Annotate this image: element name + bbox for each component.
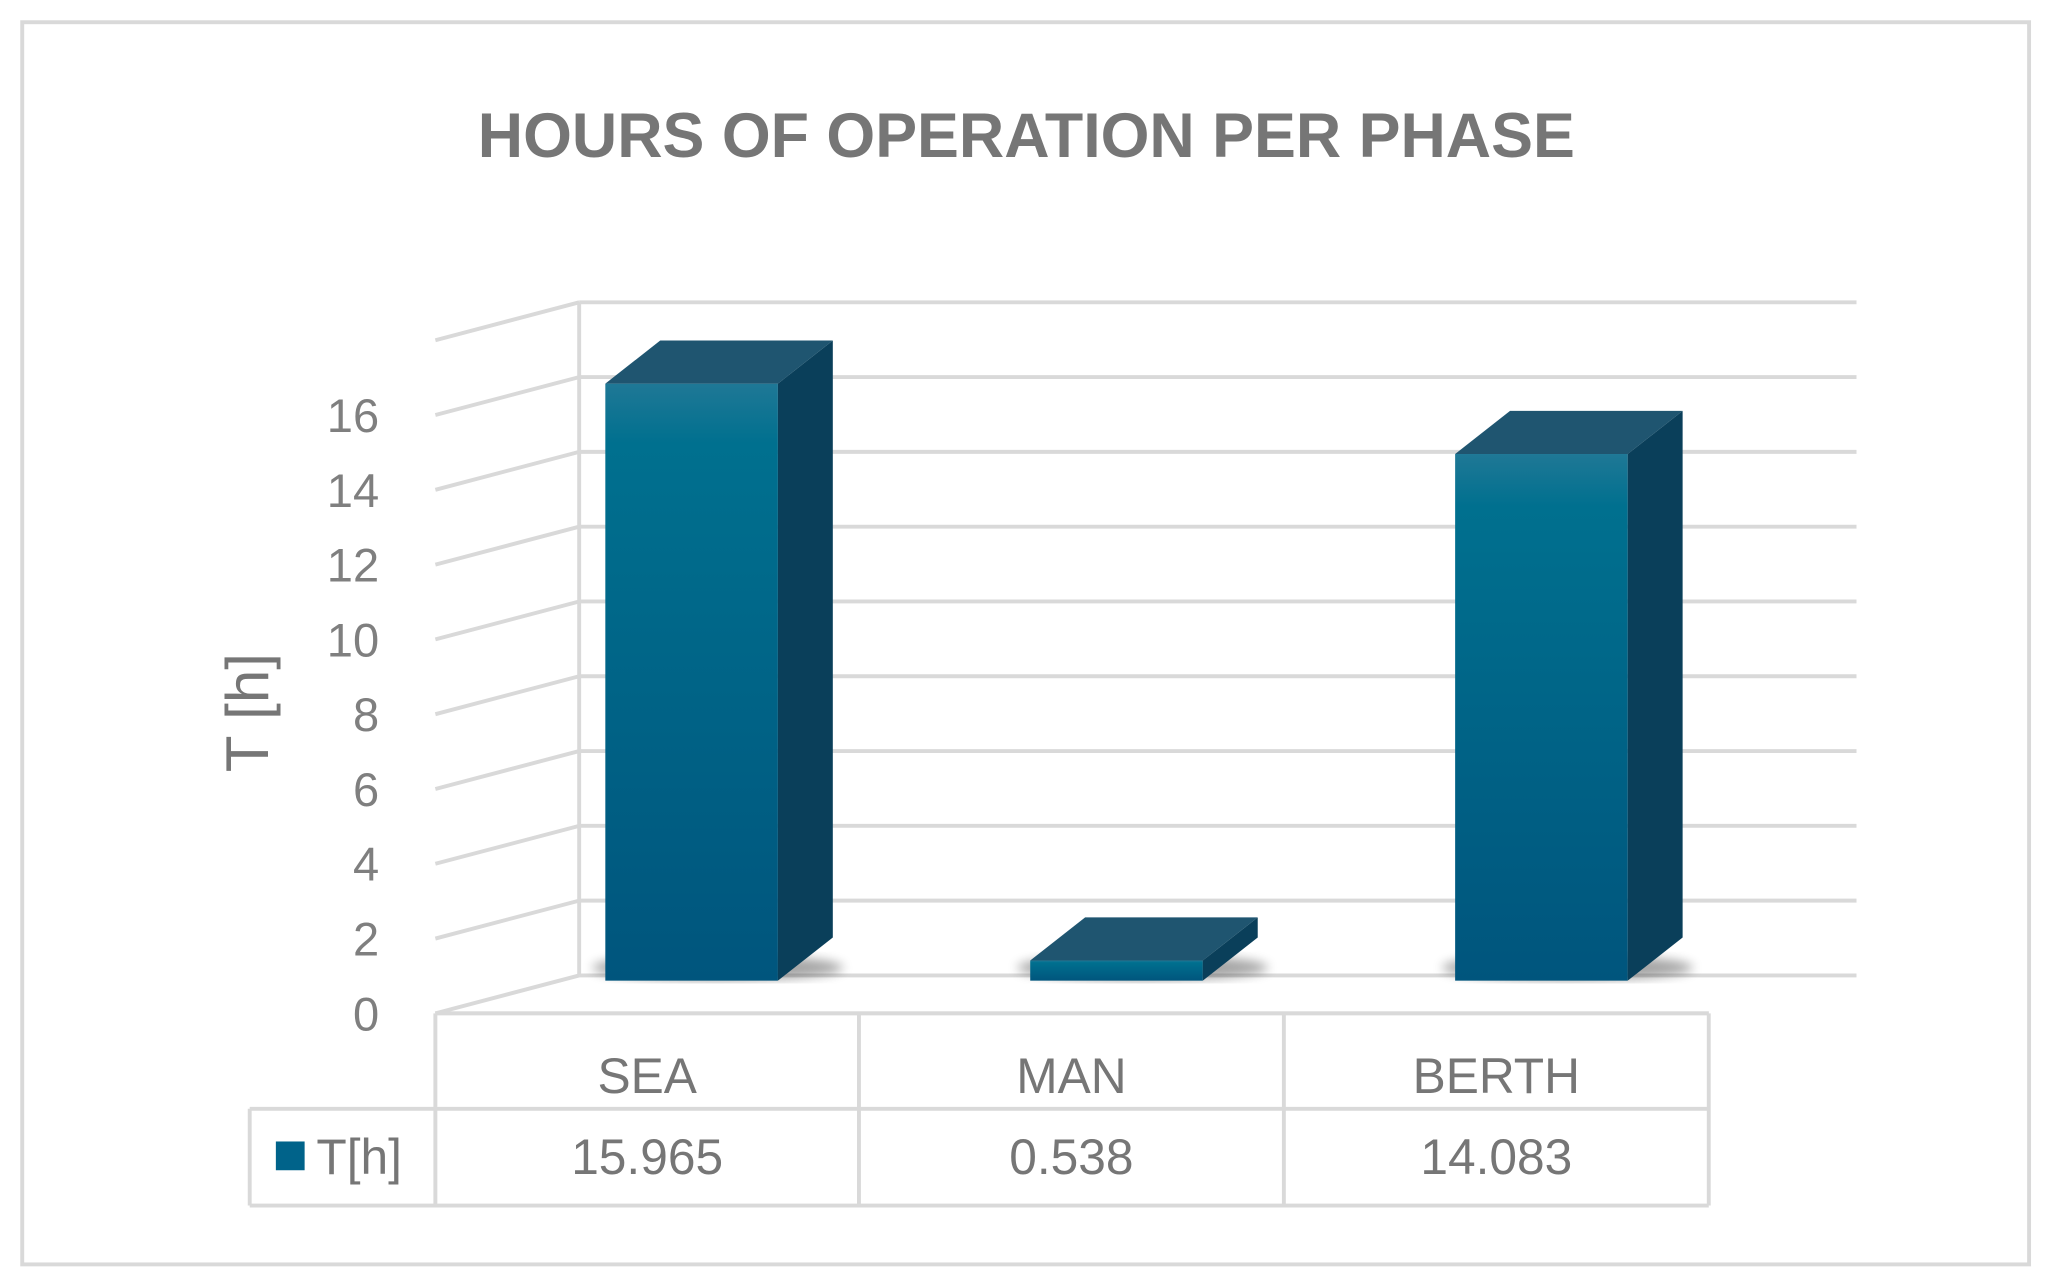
y-tick-label: 10 xyxy=(327,613,379,666)
data-label: 14.083 xyxy=(1420,1129,1572,1185)
bar-side xyxy=(1202,917,1258,981)
y-tick-label: 6 xyxy=(353,763,379,816)
x-category-label: SEA xyxy=(597,1048,697,1104)
gridline-side xyxy=(434,524,580,567)
y-tick-label: 0 xyxy=(353,987,379,1040)
x-category-label: BERTH xyxy=(1413,1048,1580,1104)
gridline-side xyxy=(434,449,580,492)
y-tick-label: 14 xyxy=(327,464,379,517)
gridline-side xyxy=(434,300,580,343)
y-tick-label: 16 xyxy=(327,389,379,442)
gridline-side xyxy=(434,898,580,941)
y-tick-label: 12 xyxy=(327,539,379,592)
gridline-side xyxy=(434,674,580,717)
gridline-side xyxy=(434,973,580,1016)
data-label: 15.965 xyxy=(571,1129,723,1185)
gridline-side xyxy=(434,823,580,866)
data-label: 0.538 xyxy=(1009,1129,1133,1185)
gridline-side xyxy=(434,749,580,791)
y-axis-label: T [h] xyxy=(214,653,281,772)
y-tick-label: 8 xyxy=(353,688,379,741)
y-tick-label: 2 xyxy=(353,913,379,966)
legend-swatch xyxy=(275,1141,305,1171)
bar-top xyxy=(1455,410,1683,455)
bar-berth xyxy=(1455,454,1628,981)
bar-man xyxy=(1030,960,1203,981)
gridline-side xyxy=(434,375,580,417)
x-category-label: MAN xyxy=(1016,1048,1126,1104)
legend-label: T[h] xyxy=(316,1129,402,1185)
y-tick-label: 4 xyxy=(353,838,379,891)
chart-border xyxy=(20,20,2032,1267)
bar-side xyxy=(1627,410,1683,981)
gridline-side xyxy=(434,599,580,642)
bar-top xyxy=(1030,917,1258,961)
bar-sea xyxy=(605,383,778,981)
chart-title: HOURS OF OPERATION PER PHASE xyxy=(478,101,1575,171)
bar-side xyxy=(777,340,833,981)
bar-top xyxy=(605,340,833,384)
